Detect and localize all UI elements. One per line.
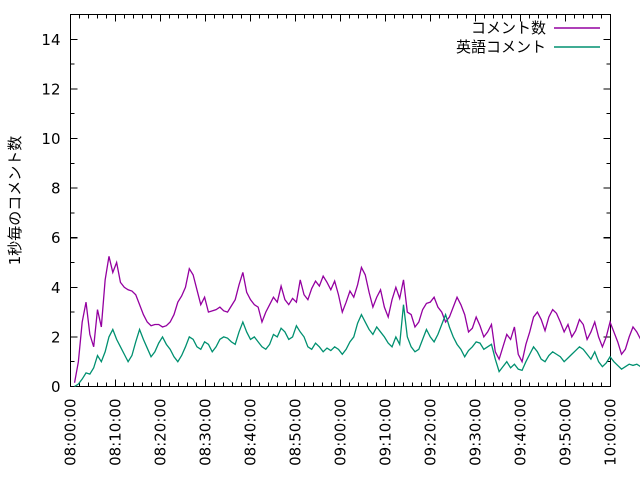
y-tick-label: 2	[51, 328, 61, 346]
series-line-comment-count	[73, 256, 640, 383]
y-tick-label: 10	[41, 130, 60, 148]
x-tick-label: 09:00:00	[332, 399, 350, 466]
y-tick-label: 14	[41, 31, 60, 49]
x-tick-label: 09:50:00	[557, 399, 575, 466]
x-tick-label: 08:10:00	[107, 399, 125, 466]
y-tick-label: 8	[51, 180, 61, 198]
x-tick-label: 09:40:00	[512, 399, 530, 466]
y-tick-label: 6	[51, 229, 61, 247]
y-tick-label: 0	[51, 378, 61, 396]
series-line-english-comments	[74, 304, 640, 388]
x-tick-label: 10:00:00	[602, 399, 620, 466]
x-tick-label: 09:30:00	[467, 399, 485, 466]
y-axis-title: 1秒毎のコメント数	[6, 136, 24, 266]
x-axis-tick-labels: 08:00:00 08:10:00 08:20:00 08:30:00 08:40:00…	[62, 399, 620, 466]
x-tick-label: 09:20:00	[422, 399, 440, 466]
x-tick-label: 08:40:00	[242, 399, 260, 466]
x-tick-label: 08:00:00	[62, 399, 80, 466]
x-tick-label: 08:50:00	[287, 399, 305, 466]
legend-label: コメント数	[471, 19, 546, 37]
x-tick-label: 08:30:00	[197, 399, 215, 466]
y-tick-label: 12	[41, 80, 60, 98]
x-tick-label: 09:10:00	[377, 399, 395, 466]
y-axis-tick-labels: 0 2 4 6 8 10 12 14	[41, 31, 60, 396]
x-tick-label: 08:20:00	[152, 399, 170, 466]
legend-label: 英語コメント	[456, 38, 546, 56]
y-axis-ticks	[70, 38, 611, 388]
data-series-group	[73, 256, 640, 388]
y-axis-title-text: 1秒毎のコメント数	[6, 136, 24, 266]
x-axis-ticks	[69, 14, 612, 387]
y-tick-label: 4	[51, 279, 61, 297]
